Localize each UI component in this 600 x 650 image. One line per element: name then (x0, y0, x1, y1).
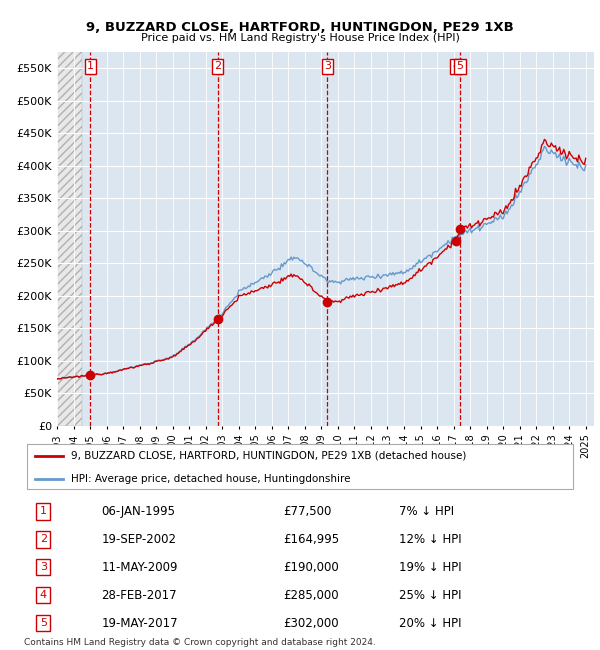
Text: 19-SEP-2002: 19-SEP-2002 (101, 533, 176, 546)
Text: HPI: Average price, detached house, Huntingdonshire: HPI: Average price, detached house, Hunt… (71, 474, 350, 484)
Text: 7% ↓ HPI: 7% ↓ HPI (400, 504, 454, 517)
FancyBboxPatch shape (27, 444, 573, 489)
Text: 19-MAY-2017: 19-MAY-2017 (101, 616, 178, 629)
Text: £77,500: £77,500 (283, 504, 332, 517)
Text: 06-JAN-1995: 06-JAN-1995 (101, 504, 175, 517)
Text: 25% ↓ HPI: 25% ↓ HPI (400, 589, 462, 602)
Text: 3: 3 (40, 562, 47, 572)
Text: 5: 5 (457, 61, 463, 72)
Text: 4: 4 (40, 590, 47, 600)
Text: Contains HM Land Registry data © Crown copyright and database right 2024.: Contains HM Land Registry data © Crown c… (24, 638, 376, 647)
Text: Price paid vs. HM Land Registry's House Price Index (HPI): Price paid vs. HM Land Registry's House … (140, 33, 460, 43)
Text: 12% ↓ HPI: 12% ↓ HPI (400, 533, 462, 546)
Text: 5: 5 (40, 618, 47, 628)
Text: 9, BUZZARD CLOSE, HARTFORD, HUNTINGDON, PE29 1XB (detached house): 9, BUZZARD CLOSE, HARTFORD, HUNTINGDON, … (71, 450, 466, 461)
Text: 2: 2 (214, 61, 221, 72)
Text: 3: 3 (324, 61, 331, 72)
Text: 19% ↓ HPI: 19% ↓ HPI (400, 560, 462, 574)
Text: 20% ↓ HPI: 20% ↓ HPI (400, 616, 462, 629)
Text: 2: 2 (40, 534, 47, 544)
Text: £164,995: £164,995 (283, 533, 340, 546)
Text: 1: 1 (40, 506, 47, 516)
Text: £302,000: £302,000 (283, 616, 339, 629)
Text: 9, BUZZARD CLOSE, HARTFORD, HUNTINGDON, PE29 1XB: 9, BUZZARD CLOSE, HARTFORD, HUNTINGDON, … (86, 21, 514, 34)
Text: 4: 4 (452, 61, 460, 72)
Text: 28-FEB-2017: 28-FEB-2017 (101, 589, 177, 602)
Text: 1: 1 (87, 61, 94, 72)
Text: 11-MAY-2009: 11-MAY-2009 (101, 560, 178, 574)
Text: £190,000: £190,000 (283, 560, 339, 574)
Text: £285,000: £285,000 (283, 589, 339, 602)
